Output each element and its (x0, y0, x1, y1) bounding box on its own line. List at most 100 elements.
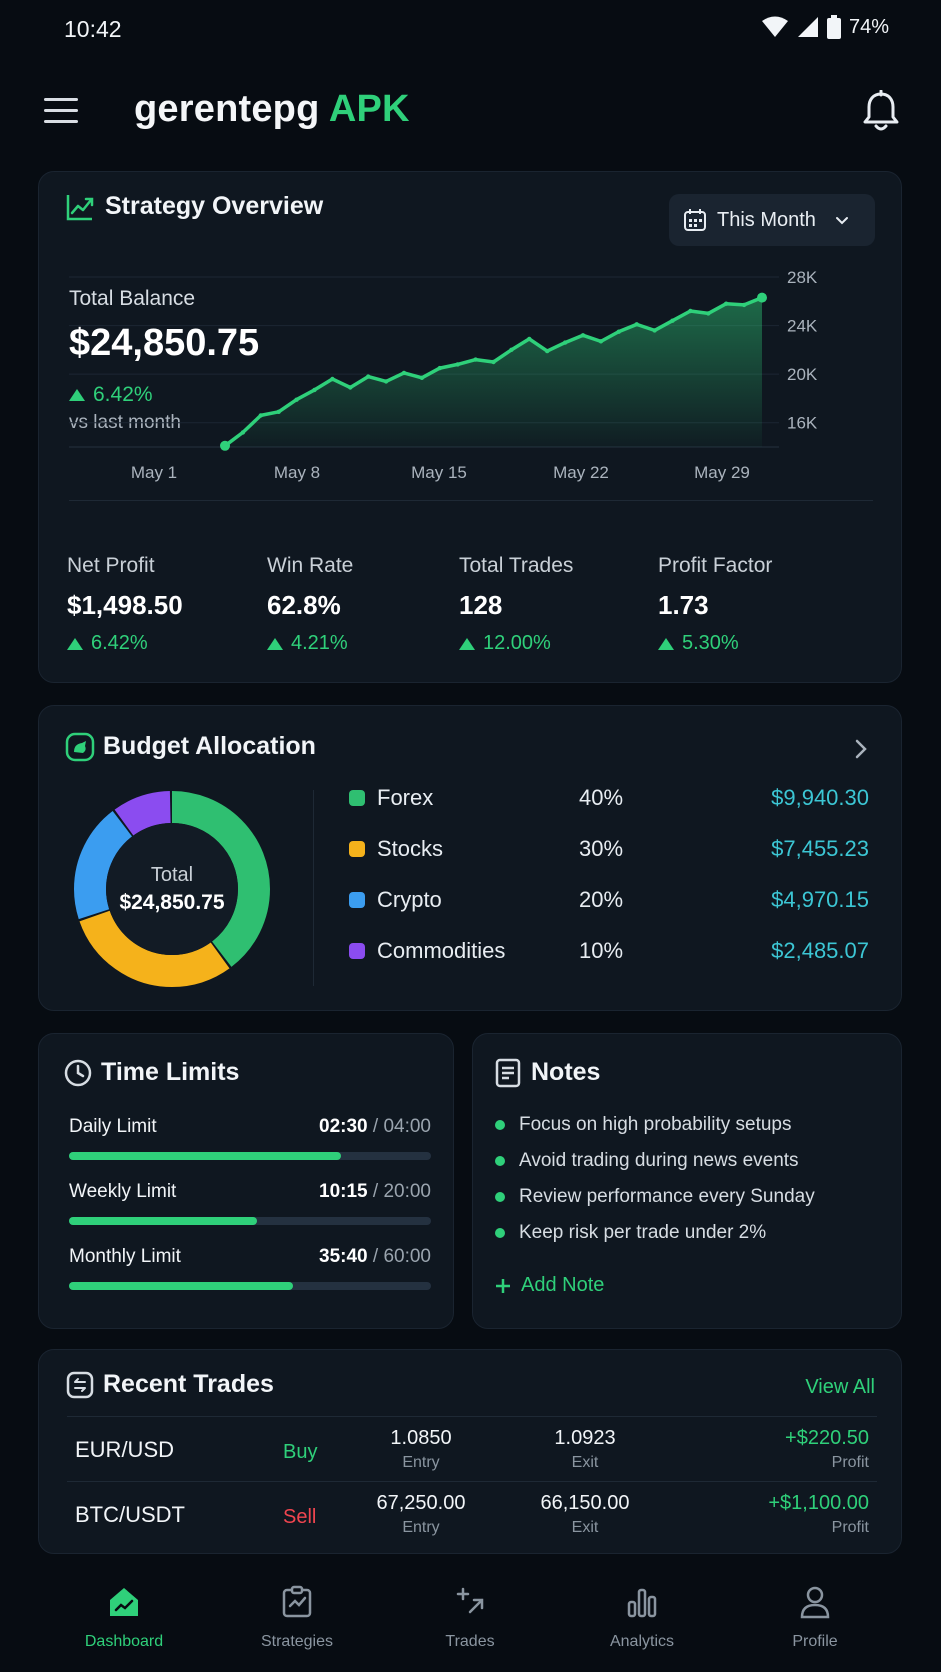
stat-value: 62.8% (267, 590, 341, 620)
divider (69, 500, 873, 501)
limit-progress-fill (69, 1217, 258, 1225)
allocation-percent: 40% (579, 785, 624, 810)
trade-profit-label: Profit (831, 1519, 869, 1536)
balance-point (580, 333, 586, 338)
trade-entry-value: 67,250.00 (376, 1492, 466, 1514)
trade-row[interactable]: BTC/USDT Sell 67,250.00 Entry 66,150.00 Exit +… (67, 1481, 877, 1549)
limit-row: Monthly Limit 35:40 / 60:00 (69, 1246, 431, 1302)
x-tick-label: May 1 (131, 463, 177, 482)
stat-card: Win Rate 62.8% 4.21% (267, 532, 467, 674)
stat-label: Total Trades (459, 554, 574, 577)
balance-point (724, 301, 729, 306)
budget-allocation-card: Budget Allocation Total $24,850.75 Forex… (38, 705, 902, 1011)
trade-profit-value: +$1,100.00 (768, 1492, 869, 1514)
trade-profit-value: +$220.50 (785, 1427, 869, 1449)
view-all-link[interactable]: View All (805, 1376, 875, 1398)
trade-pair: BTC/USDT (75, 1502, 185, 1527)
period-label: This Month (717, 208, 816, 231)
bullet-icon (495, 1228, 505, 1238)
balance-point (757, 292, 767, 303)
balance-point (419, 375, 425, 380)
limit-used: 02:30 (319, 1116, 368, 1137)
donut-total-label: Total (150, 863, 194, 886)
battery-icon (826, 15, 841, 39)
balance-area (225, 297, 762, 447)
trades-title: Recent Trades (103, 1370, 274, 1398)
limit-value: 10:15 / 20:00 (319, 1181, 431, 1203)
y-tick-label: 28K (787, 268, 818, 287)
bullet-icon (495, 1156, 505, 1166)
bullet-icon (495, 1192, 505, 1202)
divider (313, 790, 314, 986)
menu-button[interactable] (44, 98, 78, 124)
clock-icon (64, 1059, 92, 1087)
note-item: Focus on high probability setups (495, 1114, 792, 1136)
nav-strategies-label: Strategies (260, 1633, 334, 1650)
profile-icon (800, 1586, 830, 1619)
trade-pair: EUR/USD (75, 1437, 175, 1462)
up-arrow-icon (459, 637, 475, 650)
balance-point (312, 387, 317, 393)
chevron-down-icon (835, 217, 848, 225)
period-dropdown[interactable]: This Month (669, 194, 875, 246)
stat-card: Profit Factor 1.73 5.30% (658, 532, 858, 674)
limit-progress-track (69, 1152, 431, 1160)
nav-dashboard[interactable]: Dashboard (64, 1584, 184, 1651)
x-tick-label: May 22 (553, 463, 609, 482)
balance-point (294, 397, 299, 402)
balance-point (240, 430, 246, 435)
trade-row[interactable]: EUR/USD Buy 1.0850 Entry 1.0923 Exit +$220.50 P… (67, 1416, 877, 1484)
legend-swatch (349, 943, 365, 959)
nav-analytics[interactable]: Analytics (582, 1584, 702, 1651)
trade-side: Buy (283, 1441, 318, 1463)
trade-exit-label: Exit (571, 1519, 599, 1536)
trade-exit-label: Exit (571, 1454, 599, 1471)
limit-total: / 20:00 (372, 1181, 431, 1202)
allocation-percent: 30% (579, 836, 624, 861)
stat-card: Net Profit $1,498.50 6.42% (67, 532, 267, 674)
stat-change: 5.30% (658, 632, 739, 655)
donut-hole (106, 823, 238, 955)
up-arrow-icon (69, 389, 85, 401)
allocation-amount: $7,455.23 (771, 836, 869, 861)
nav-strategies[interactable]: Strategies (237, 1584, 357, 1651)
limit-row: Weekly Limit 10:15 / 20:00 (69, 1181, 431, 1237)
limit-total: / 04:00 (372, 1116, 431, 1137)
stat-value: 1.73 (658, 590, 709, 620)
stat-label: Profit Factor (658, 554, 773, 577)
strategy-overview-card: Strategy Overview This Month Total Balan… (38, 171, 902, 683)
balance-point (258, 413, 263, 418)
allocation-amount: $2,485.07 (771, 938, 869, 963)
note-text: Review performance every Sunday (519, 1186, 815, 1207)
limits-title: Time Limits (101, 1058, 240, 1086)
nav-profile[interactable]: Profile (755, 1584, 875, 1651)
stat-card: Total Trades 128 12.00% (459, 532, 659, 674)
notes-icon (495, 1058, 521, 1088)
stat-change: 12.00% (459, 632, 551, 655)
signal-icon (797, 17, 818, 37)
balance-change-value: 6.42% (93, 383, 153, 406)
allocation-donut: Total $24,850.75 (67, 784, 277, 994)
stat-value: $1,498.50 (67, 590, 183, 620)
status-time: 10:42 (64, 16, 122, 42)
x-tick-label: May 8 (274, 463, 320, 482)
nav-trades[interactable]: Trades (410, 1584, 530, 1651)
limit-used: 35:40 (319, 1246, 368, 1267)
add-note-button[interactable]: Add Note (495, 1274, 604, 1297)
limit-row: Daily Limit 02:30 / 04:00 (69, 1116, 431, 1172)
strategy-title: Strategy Overview (105, 192, 324, 220)
limit-progress-track (69, 1282, 431, 1290)
chevron-right-icon[interactable] (851, 736, 871, 762)
add-note-label: Add Note (521, 1274, 605, 1296)
stat-label: Net Profit (67, 554, 155, 577)
allocation-percent: 20% (579, 887, 624, 912)
limit-progress-fill (69, 1282, 294, 1290)
limit-total: / 60:00 (372, 1246, 431, 1267)
stat-change-value: 4.21% (291, 632, 348, 654)
balance-point (455, 362, 460, 367)
limit-value: 35:40 / 60:00 (319, 1246, 431, 1268)
limit-value: 02:30 / 04:00 (319, 1116, 431, 1138)
balance-point (330, 376, 335, 382)
notification-bell-icon[interactable] (861, 90, 901, 134)
trade-exit-value: 66,150.00 (540, 1492, 630, 1514)
